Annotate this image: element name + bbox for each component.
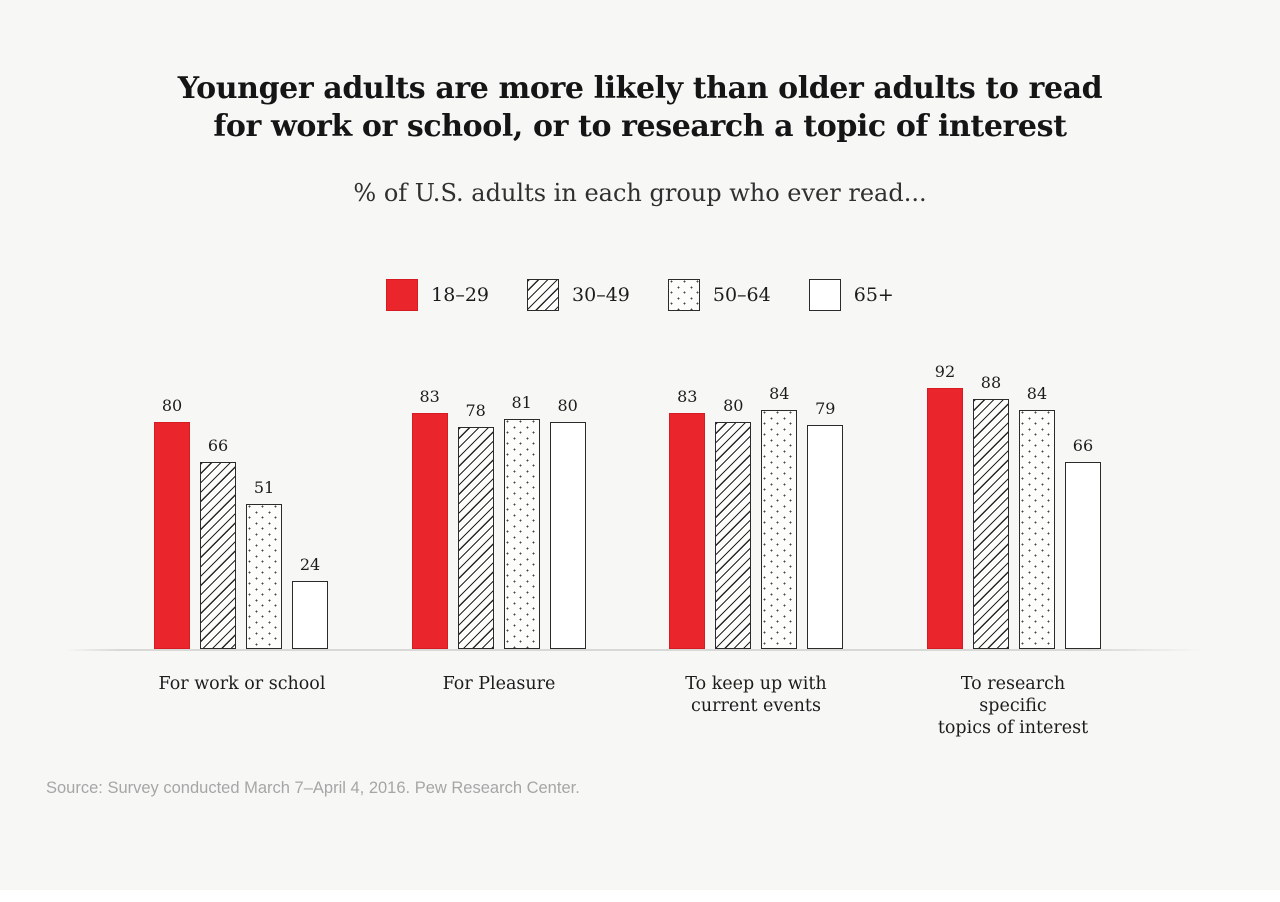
value-label: 81 (511, 392, 532, 412)
bar-wrap: 78 (457, 401, 494, 649)
bar-wrap: 84 (761, 384, 798, 649)
bar-wrap: 81 (503, 392, 540, 649)
value-label: 83 (677, 387, 698, 407)
chart-title: Younger adults are more likely than olde… (0, 70, 1280, 145)
chart-subtitle: % of U.S. adults in each group who ever … (353, 179, 927, 207)
bar-wrap: 84 (1018, 384, 1055, 649)
bar-wrap: 66 (200, 436, 236, 649)
bar-65plus (807, 424, 844, 649)
bar-group: 83 80 84 79 (669, 384, 844, 649)
value-label: 78 (465, 401, 486, 421)
bar-wrap: 83 (669, 387, 706, 649)
value-label: 80 (723, 395, 744, 415)
bottom-strip (0, 890, 1280, 902)
legend-label: 18–29 (431, 284, 490, 306)
bar-50-64 (1018, 410, 1055, 649)
chart-card: Younger adults are more likely than olde… (0, 70, 1280, 902)
value-label: 66 (1072, 435, 1094, 455)
bar-group: 80 66 51 24 (154, 396, 328, 649)
bar-groups: 80 66 51 24 83 78 81 80 83 80 84 79 92 88 84 66 (154, 361, 1101, 649)
bar-18-29 (411, 413, 448, 649)
category-label: For Pleasure (442, 674, 556, 694)
source-note: Source: Survey conducted March 7–April 4… (46, 779, 580, 797)
bar-wrap: 80 (154, 396, 190, 649)
value-label: 83 (419, 387, 440, 407)
category-label: To keep up with current events (685, 674, 827, 716)
legend-label: 50–64 (712, 284, 771, 306)
value-label: 84 (1026, 384, 1048, 404)
legend: 18–29 30–49 50–64 65+ (0, 279, 1280, 311)
bar-wrap: 51 (246, 478, 282, 649)
bar-wrap: 24 (292, 555, 328, 649)
legend-item-30-49: 30–49 (527, 279, 630, 311)
bar-18-29 (669, 413, 706, 649)
bar-group: 92 88 84 66 (926, 361, 1101, 649)
value-label: 66 (207, 435, 229, 455)
bar-30-49 (972, 399, 1009, 649)
legend-item-18-29: 18–29 (386, 279, 489, 311)
bar-65plus (549, 421, 586, 649)
category-labels: For work or school For Pleasure To keep up… (154, 673, 1101, 739)
legend-swatch-50-64 (667, 279, 700, 311)
bar-30-49 (457, 427, 494, 649)
bar-50-64 (503, 418, 540, 649)
bar-30-49 (715, 421, 752, 649)
legend-label: 30–49 (572, 284, 630, 306)
legend-swatch-65plus (808, 279, 841, 311)
bar-wrap: 88 (972, 373, 1009, 649)
bar-50-64 (761, 410, 798, 649)
category-label: To research specific topics of interest (937, 674, 1089, 738)
x-axis-baseline (64, 649, 1202, 651)
bar-wrap: 80 (715, 395, 752, 649)
value-label: 80 (161, 395, 183, 415)
bar-wrap: 66 (1064, 435, 1101, 649)
bar-wrap: 92 (926, 361, 963, 649)
legend-swatch-18-29 (386, 279, 419, 311)
bar-30-49 (200, 461, 236, 649)
bar-65plus (292, 580, 328, 649)
chart-title-line1: Younger adults are more likely than olde… (177, 71, 1103, 106)
bar-wrap: 83 (411, 387, 448, 649)
bar-group: 83 78 81 80 (411, 387, 586, 649)
chart-title-line2: for work or school, or to research a top… (213, 108, 1067, 144)
value-label: 84 (769, 384, 790, 404)
legend-item-50-64: 50–64 (667, 279, 771, 311)
category-label: For work or school (158, 674, 326, 694)
bar-65plus (1064, 461, 1101, 649)
bar-18-29 (926, 387, 963, 649)
legend-swatch-30-49 (527, 279, 560, 311)
value-label: 79 (815, 398, 836, 418)
value-label: 92 (934, 361, 956, 381)
value-label: 24 (299, 554, 321, 574)
legend-item-65plus: 65+ (808, 279, 894, 311)
bar-50-64 (246, 504, 282, 649)
legend-label: 65+ (853, 284, 894, 306)
bar-18-29 (154, 421, 190, 649)
value-label: 51 (253, 478, 275, 498)
bar-wrap: 80 (549, 395, 586, 649)
value-label: 80 (557, 395, 578, 415)
value-label: 88 (980, 373, 1002, 393)
bar-chart: 80 66 51 24 83 78 81 80 83 80 84 79 92 88 84 66 For wor… (0, 361, 1280, 739)
bar-wrap: 79 (807, 398, 844, 649)
